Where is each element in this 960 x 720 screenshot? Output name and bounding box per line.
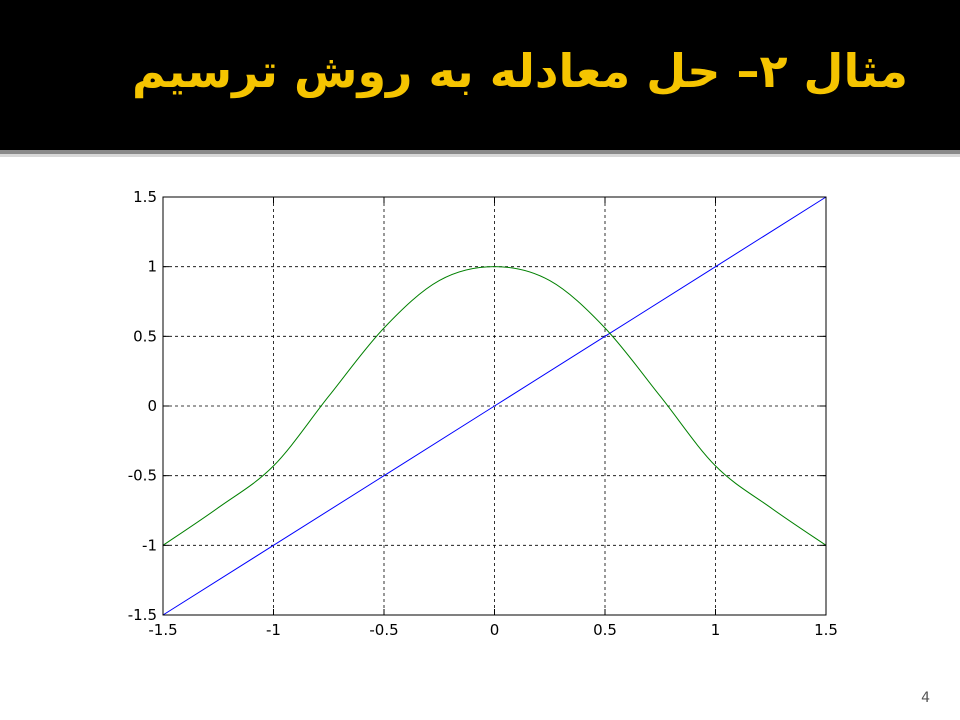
page-number: 4 bbox=[921, 690, 930, 706]
y-tick-label: -1 bbox=[142, 536, 157, 554]
title-divider-shadow bbox=[0, 154, 960, 157]
series-line-2 bbox=[162, 266, 827, 546]
y-tick-label: 0 bbox=[147, 397, 157, 415]
x-tick-label: 1 bbox=[711, 621, 721, 639]
x-tick-label: 0 bbox=[490, 621, 500, 639]
x-tick-label: -0.5 bbox=[369, 621, 398, 639]
title-divider bbox=[0, 150, 960, 154]
slide-title: مثال ۲– حل معادله به روش ترسیم bbox=[131, 44, 908, 98]
y-tick-label: 1.5 bbox=[133, 188, 157, 206]
series-2 bbox=[162, 266, 827, 546]
y-tick-label: -1.5 bbox=[128, 606, 157, 624]
y-tick-label: -0.5 bbox=[128, 467, 157, 485]
series-layer bbox=[162, 196, 827, 616]
series-line-1 bbox=[162, 196, 827, 616]
x-tick-label: 1.5 bbox=[814, 621, 838, 639]
y-tick-label: 0.5 bbox=[133, 327, 157, 345]
ticks: -1.5 -1 -0.5 0 0.5 1 1.5 -1.5 -1 -0.5 0 0.5 1 1.5 bbox=[128, 188, 838, 639]
title-bar: مثال ۲– حل معادله به روش ترسیم bbox=[0, 0, 960, 150]
x-tick-label: -1 bbox=[266, 621, 281, 639]
x-tick-label: 0.5 bbox=[593, 621, 617, 639]
y-tick-label: 1 bbox=[147, 258, 157, 276]
x-tick-label: -1.5 bbox=[148, 621, 177, 639]
series-1 bbox=[162, 196, 827, 616]
